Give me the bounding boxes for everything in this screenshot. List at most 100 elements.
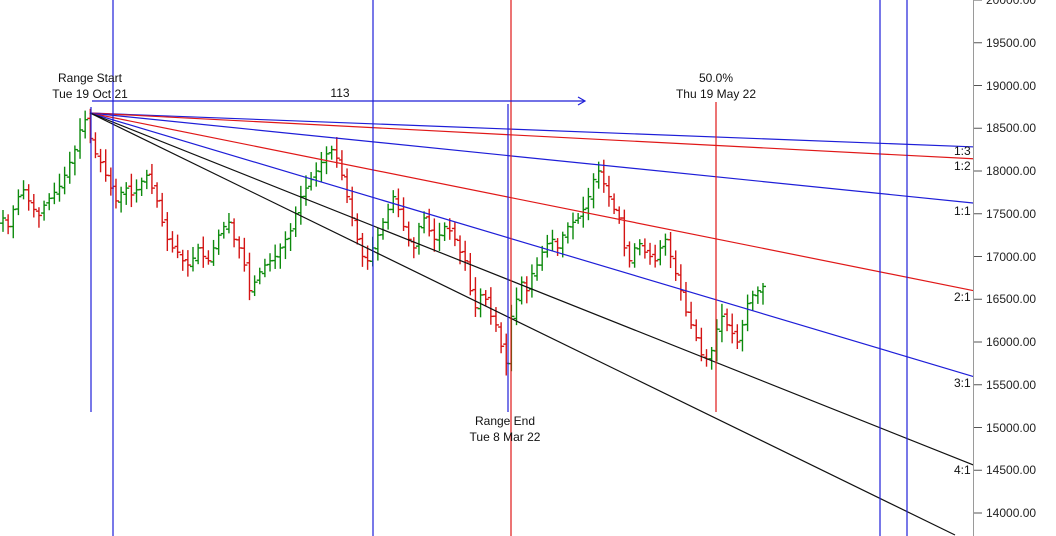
y-tick-label: 15500.00 — [986, 377, 1037, 392]
range-end-date: Tue 8 Mar 22 — [469, 430, 541, 444]
range-end-title: Range End — [474, 414, 536, 428]
down-bar — [179, 249, 186, 271]
down-bar — [112, 178, 119, 209]
down-bar — [647, 242, 654, 265]
up-bar — [123, 182, 130, 205]
down-bar — [611, 193, 618, 215]
down-bar — [724, 308, 731, 332]
up-bar — [215, 229, 222, 255]
down-bar — [734, 324, 741, 350]
up-bar — [287, 223, 294, 252]
fan-line-1-1 — [89, 112, 979, 205]
up-bar — [77, 118, 84, 159]
up-bar — [267, 253, 274, 272]
y-tick-label: 17500.00 — [986, 206, 1037, 221]
bar-count-ruler — [92, 96, 587, 106]
up-bar — [0, 209, 6, 232]
up-bar — [564, 222, 571, 244]
fan-label-4-1: 4:1 — [954, 463, 971, 477]
down-bar — [246, 252, 253, 301]
up-bar — [210, 239, 217, 266]
up-bar — [308, 171, 315, 191]
down-bar — [5, 214, 12, 235]
up-bar — [754, 286, 761, 304]
down-bar — [431, 218, 438, 252]
down-bar — [688, 301, 695, 329]
up-bar — [390, 190, 397, 214]
fan-line-1-2 — [89, 112, 979, 160]
down-bar — [682, 281, 689, 317]
y-tick-label: 17000.00 — [986, 249, 1037, 264]
up-bar — [544, 234, 551, 258]
range-start-date: Tue 19 Oct 21 — [52, 87, 128, 101]
fan-label-3-1: 3:1 — [954, 376, 971, 390]
up-bar — [436, 222, 443, 251]
up-bar — [657, 240, 664, 266]
up-bar — [744, 294, 751, 332]
down-bar — [241, 237, 248, 272]
up-bar — [441, 222, 448, 241]
time-cycle-lines — [90, 0, 908, 536]
up-bar — [739, 319, 746, 352]
up-bar — [190, 246, 196, 272]
down-bar — [462, 240, 469, 271]
down-bar — [128, 173, 135, 208]
up-bar — [15, 189, 22, 216]
up-bar — [118, 186, 125, 213]
down-bar — [349, 186, 356, 227]
up-bar — [415, 222, 422, 255]
up-bar — [636, 239, 643, 256]
fan-label-1-2: 1:2 — [954, 159, 971, 173]
up-bar — [56, 173, 63, 202]
down-bar — [205, 250, 212, 265]
midpoint-date: Thu 19 May 22 — [675, 87, 757, 101]
down-bar — [236, 236, 243, 259]
ruler-arrowhead — [577, 96, 587, 106]
up-bar — [595, 161, 602, 189]
price-axis-ticks — [974, 0, 982, 514]
fan-label-1-3: 1:3 — [954, 144, 971, 158]
up-bar — [46, 193, 53, 211]
down-bar — [605, 175, 612, 207]
up-bar — [256, 267, 263, 285]
price-axis[interactable] — [973, 0, 1056, 536]
y-tick-label: 15000.00 — [986, 420, 1037, 435]
y-tick-label: 16000.00 — [986, 335, 1037, 349]
y-tick-label: 16500.00 — [986, 292, 1037, 307]
up-bar — [518, 276, 525, 305]
down-bar — [698, 327, 705, 362]
down-bar — [35, 207, 42, 228]
down-bar — [652, 244, 659, 268]
up-bar — [585, 187, 592, 221]
down-bar — [354, 213, 361, 245]
up-bar — [220, 221, 227, 239]
up-bar — [138, 177, 145, 196]
down-bar — [159, 192, 166, 227]
ohlc-bars — [0, 108, 766, 376]
up-bar — [513, 287, 520, 326]
y-tick-label: 19000.00 — [986, 78, 1037, 93]
up-bar — [559, 231, 566, 258]
up-bar — [760, 282, 766, 305]
up-bar — [374, 227, 381, 261]
up-bar — [195, 243, 202, 265]
midpoint-percent: 50.0% — [698, 71, 734, 85]
down-bar — [97, 148, 104, 173]
down-bar — [472, 277, 479, 317]
down-bar — [102, 149, 109, 182]
y-tick-label: 14500.00 — [986, 463, 1037, 478]
up-bar — [718, 303, 725, 343]
down-bar — [359, 232, 366, 267]
fan-line-1-1_5 — [89, 112, 979, 293]
up-bar — [708, 346, 715, 370]
fan-label-2-1: 2:1 — [954, 290, 971, 304]
bar-count-label: 113 — [330, 86, 350, 100]
down-bar — [184, 250, 191, 277]
up-bar — [421, 211, 428, 234]
down-bar — [729, 313, 736, 344]
up-bar — [749, 290, 756, 311]
fan-line-4-1 — [89, 112, 956, 536]
fan-line-2-1 — [89, 112, 979, 379]
fan-line-1-3 — [89, 112, 979, 148]
